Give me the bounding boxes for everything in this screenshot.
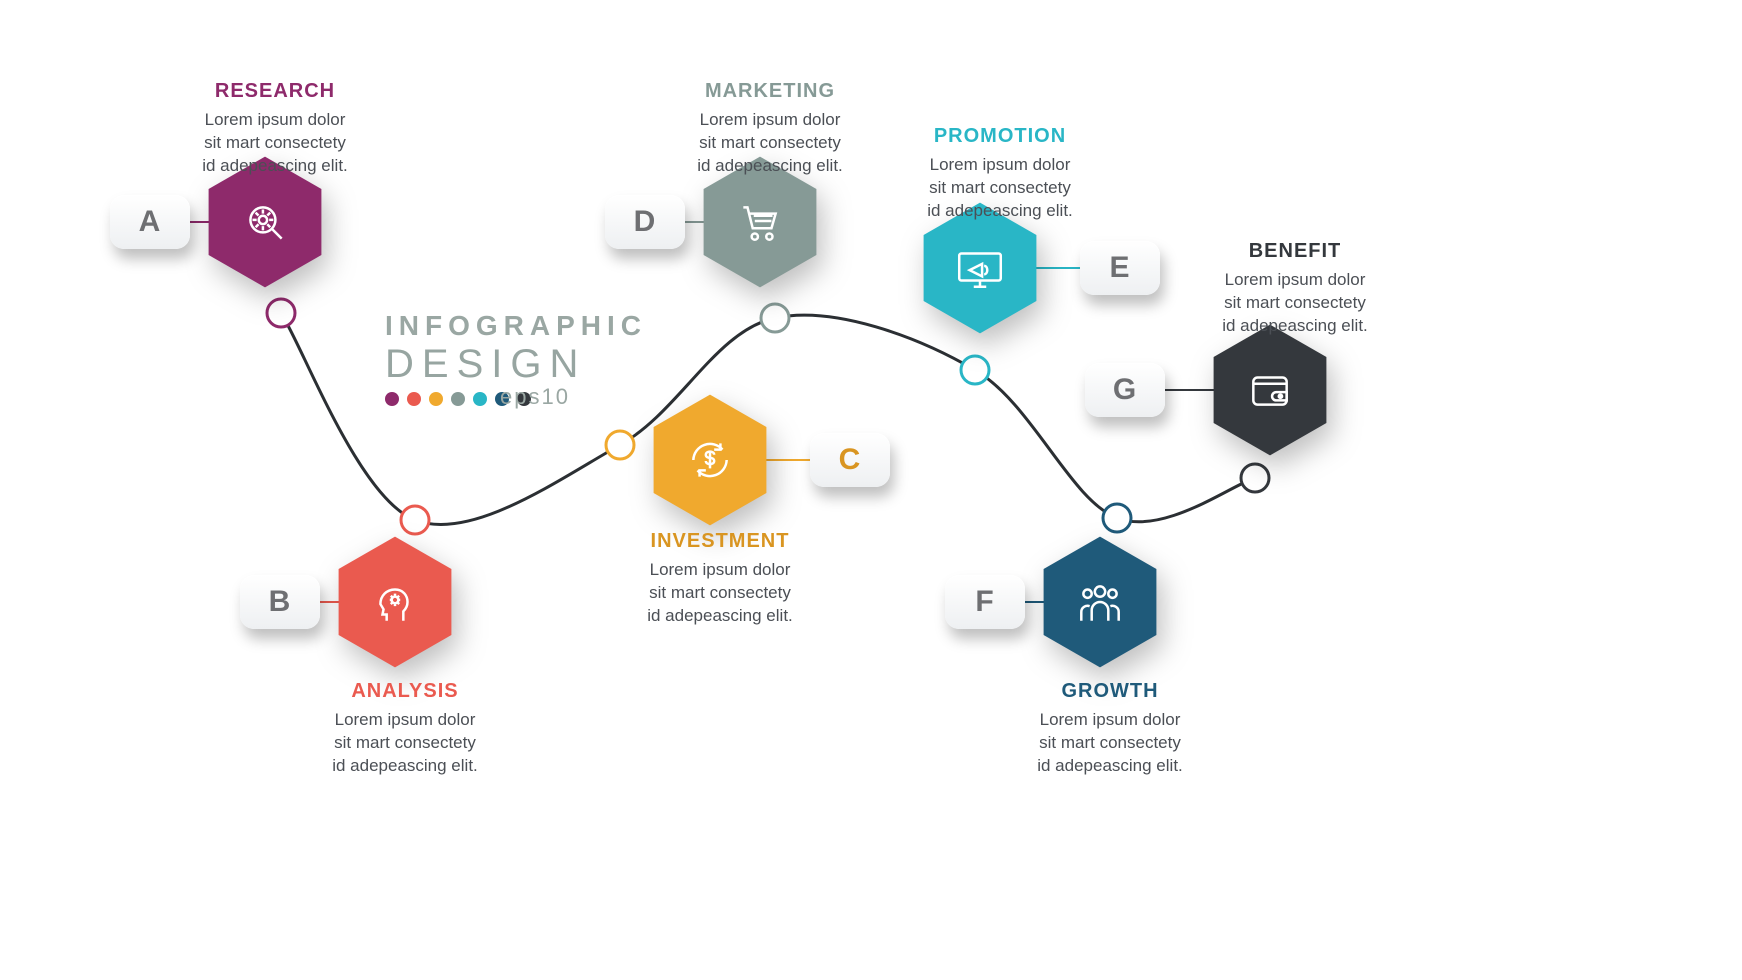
- gear-magnify-icon: [240, 197, 290, 247]
- title-line1: INFOGRAPHIC: [385, 310, 647, 342]
- step-title: GROWTH: [1005, 680, 1215, 703]
- step-title: PROMOTION: [895, 125, 1105, 148]
- step-body: Lorem ipsum dolorsit mart consectetyid a…: [300, 709, 510, 778]
- step-letter-badge: A: [110, 195, 190, 249]
- step-text-block: ANALYSIS Lorem ipsum dolorsit mart consec…: [300, 680, 510, 778]
- step-text-block: INVESTMENT Lorem ipsum dolorsit mart cons…: [615, 530, 825, 628]
- step-letter-badge: C: [810, 433, 890, 487]
- step-letter-badge: B: [240, 575, 320, 629]
- step-title: INVESTMENT: [615, 530, 825, 553]
- step-dot: [761, 304, 789, 332]
- step-dot: [1241, 464, 1269, 492]
- step-title: BENEFIT: [1190, 240, 1400, 263]
- step-hexagon: [335, 533, 455, 671]
- step-dot: [606, 431, 634, 459]
- step-dot: [1103, 504, 1131, 532]
- step-text-block: BENEFIT Lorem ipsum dolorsit mart consect…: [1190, 240, 1400, 338]
- title-block: INFOGRAPHIC DESIGN: [385, 310, 647, 387]
- title-sub: eps10: [500, 384, 570, 410]
- step-title: RESEARCH: [170, 80, 380, 103]
- cart-icon: [735, 197, 785, 247]
- step-text-block: MARKETING Lorem ipsum dolorsit mart conse…: [665, 80, 875, 178]
- step-dot: [267, 299, 295, 327]
- step-dot: [961, 356, 989, 384]
- wallet-icon: [1245, 365, 1295, 415]
- step-letter-badge: E: [1080, 241, 1160, 295]
- step-text-block: PROMOTION Lorem ipsum dolorsit mart conse…: [895, 125, 1105, 223]
- step-title: ANALYSIS: [300, 680, 510, 703]
- palette-dot: [451, 392, 465, 406]
- title-line2: DESIGN: [385, 342, 647, 387]
- step-body: Lorem ipsum dolorsit mart consectetyid a…: [895, 154, 1105, 223]
- infographic-stage: A RESEARCH Lorem ipsum dolorsit mart conse…: [0, 0, 1742, 980]
- step-body: Lorem ipsum dolorsit mart consectetyid a…: [1005, 709, 1215, 778]
- palette-dot: [385, 392, 399, 406]
- step-body: Lorem ipsum dolorsit mart consectetyid a…: [615, 559, 825, 628]
- head-gear-icon: [370, 577, 420, 627]
- palette-dot: [473, 392, 487, 406]
- step-dot: [401, 506, 429, 534]
- step-letter-badge: F: [945, 575, 1025, 629]
- step-body: Lorem ipsum dolorsit mart consectetyid a…: [1190, 269, 1400, 338]
- step-text-block: RESEARCH Lorem ipsum dolorsit mart consec…: [170, 80, 380, 178]
- step-body: Lorem ipsum dolorsit mart consectetyid a…: [170, 109, 380, 178]
- step-letter-badge: G: [1085, 363, 1165, 417]
- palette-dot: [429, 392, 443, 406]
- step-hexagon: [650, 391, 770, 529]
- dollar-cycle-icon: [685, 435, 735, 485]
- palette-dot: [407, 392, 421, 406]
- step-letter-badge: D: [605, 195, 685, 249]
- people-icon: [1073, 577, 1127, 627]
- step-hexagon: [1040, 533, 1160, 671]
- step-title: MARKETING: [665, 80, 875, 103]
- step-body: Lorem ipsum dolorsit mart consectetyid a…: [665, 109, 875, 178]
- step-text-block: GROWTH Lorem ipsum dolorsit mart consecte…: [1005, 680, 1215, 778]
- step-hexagon: [1210, 321, 1330, 459]
- megaphone-screen-icon: [953, 243, 1007, 293]
